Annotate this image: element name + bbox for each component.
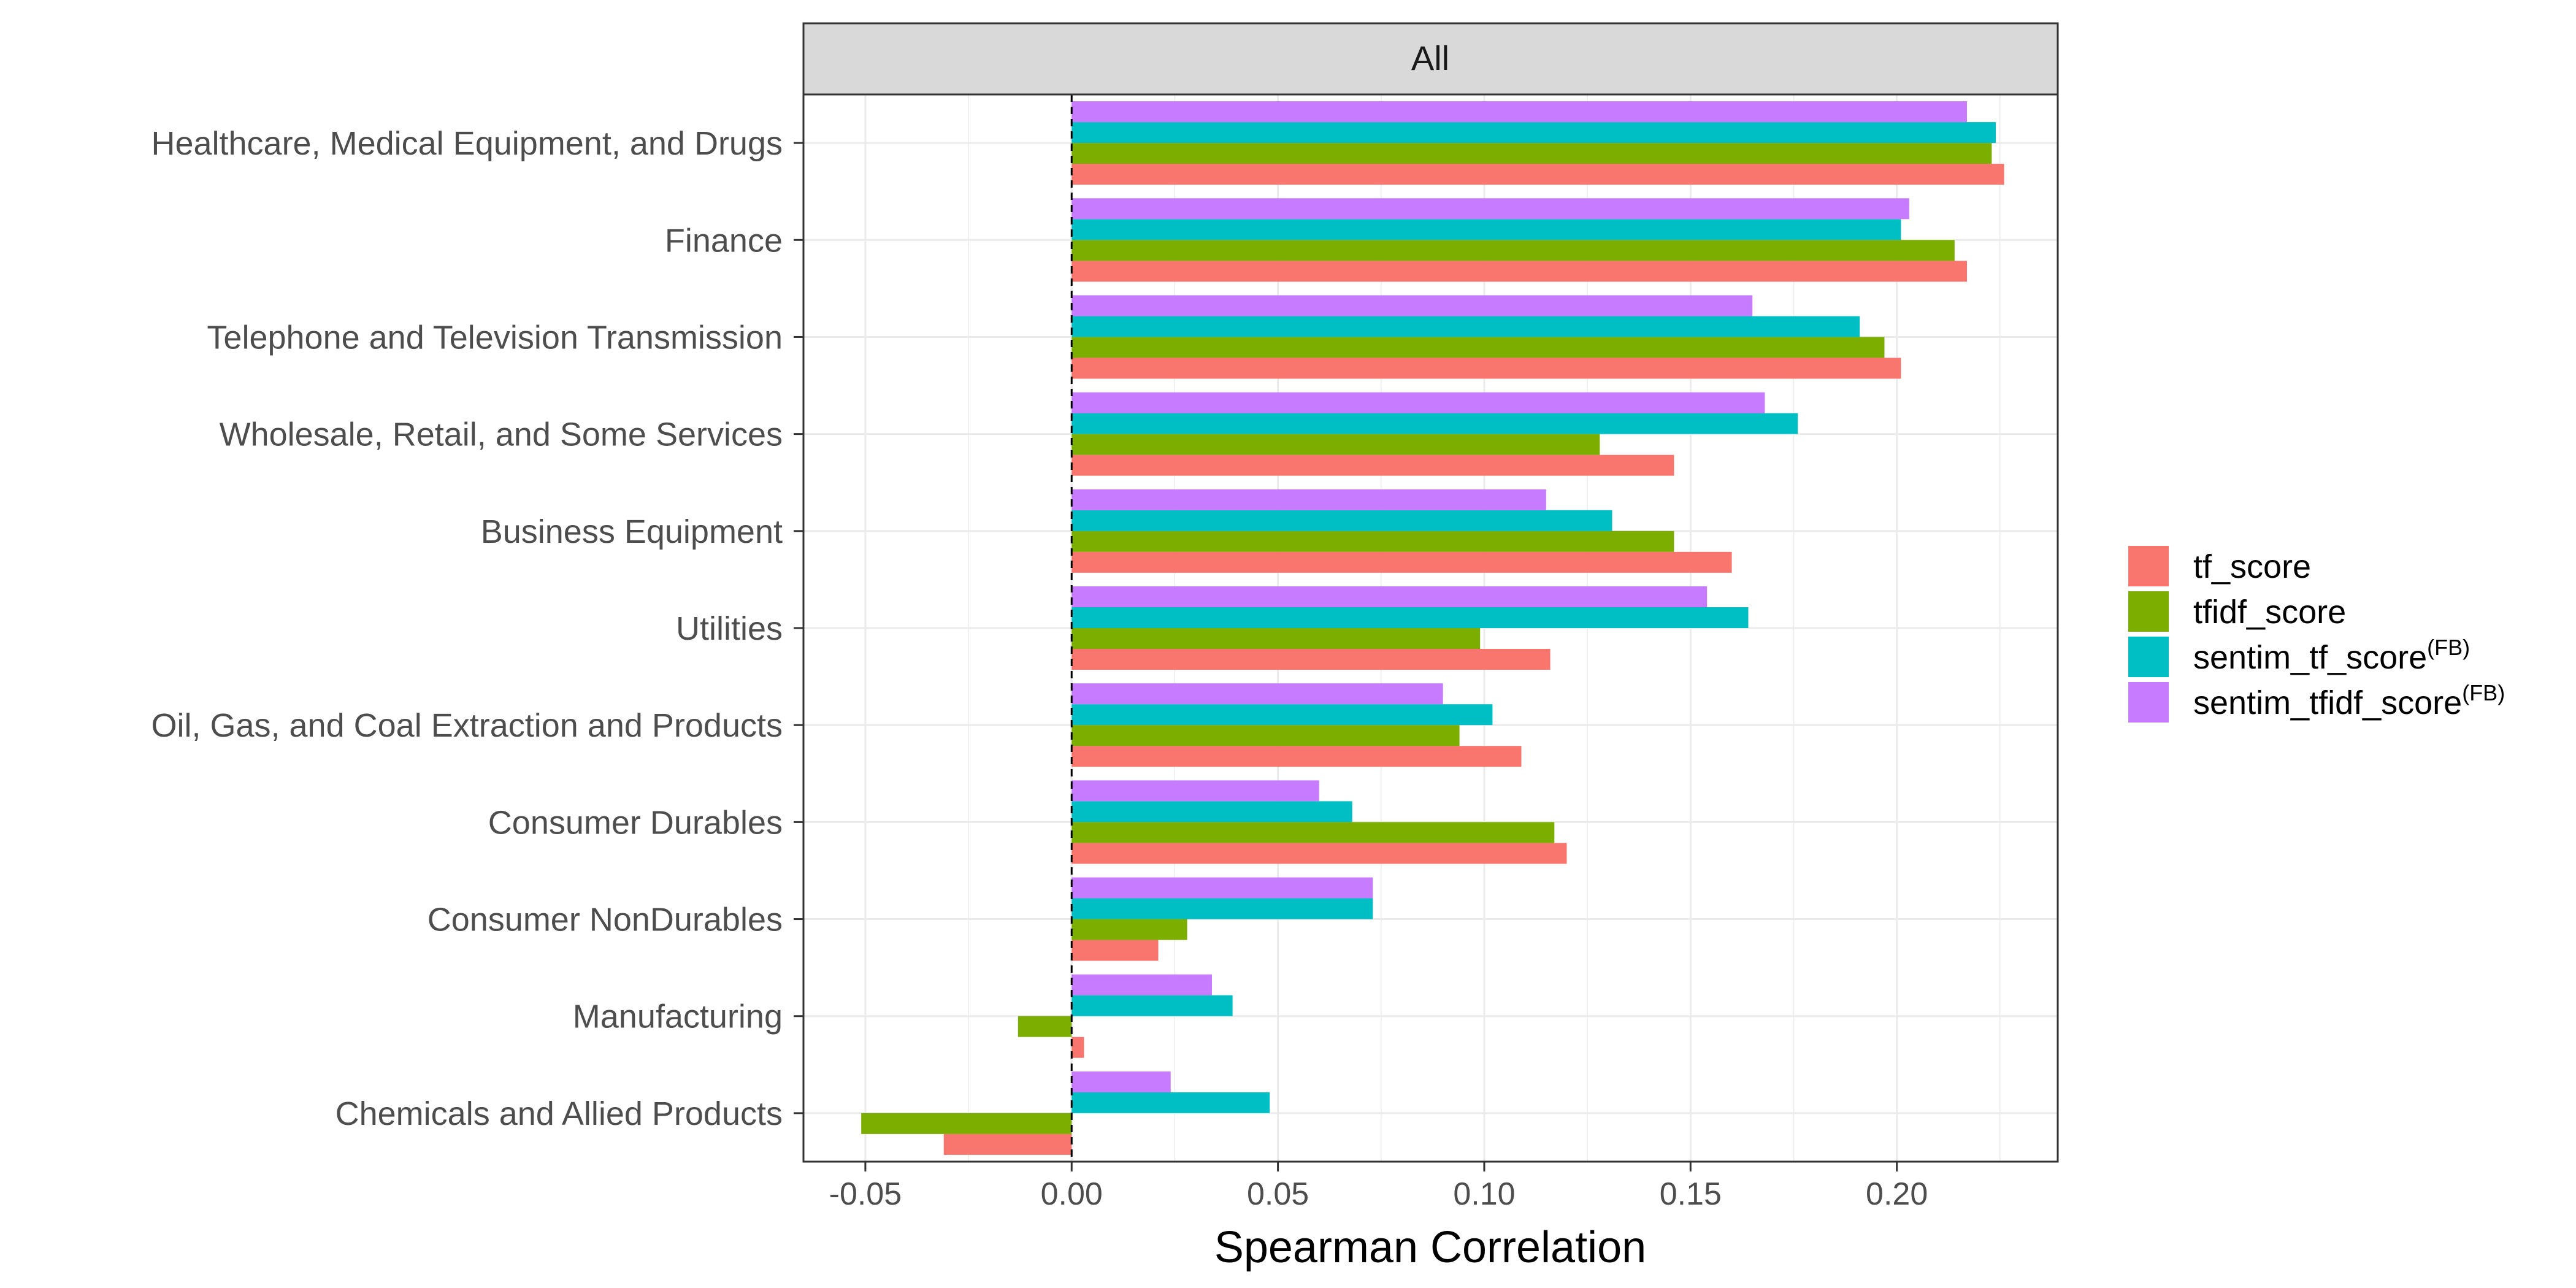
bar-sentim-tf-score	[1071, 122, 1996, 144]
bar-tfidf-score	[1071, 337, 1885, 358]
bar-tfidf-score	[1071, 531, 1674, 552]
x-tick-label: 0.20	[1866, 1176, 1928, 1212]
x-tick-label: 0.05	[1247, 1176, 1309, 1212]
bar-sentim-tf-score	[1071, 607, 1749, 628]
bar-tf-score	[1071, 940, 1159, 961]
bar-tfidf-score	[1071, 725, 1460, 746]
bar-tfidf-score	[1071, 240, 1955, 261]
y-tick-label: Utilities	[676, 610, 783, 647]
x-axis-title: Spearman Correlation	[1214, 1223, 1646, 1272]
bar-sentim-tf-score	[1071, 801, 1352, 822]
bar-sentim-tf-score	[1071, 413, 1798, 434]
bar-tfidf-score	[1071, 822, 1555, 843]
legend-key	[2128, 682, 2169, 723]
y-tick-label: Telephone and Television Transmission	[207, 319, 783, 356]
bar-sentim-tf-score	[1071, 510, 1612, 531]
bar-tfidf-score	[1071, 919, 1187, 940]
bar-tfidf-score	[1071, 628, 1481, 649]
bar-tfidf-score	[1018, 1016, 1072, 1037]
bar-sentim-tf-score	[1071, 995, 1233, 1016]
legend-key	[2128, 591, 2169, 632]
bar-tf-score	[943, 1133, 1072, 1155]
legend-label: tf_score	[2193, 548, 2311, 585]
x-tick-label: 0.10	[1453, 1176, 1515, 1212]
x-axis: -0.05 0.00 0.05 0.10 0.15 0.20	[829, 1162, 1928, 1212]
legend-label: tfidf_score	[2193, 594, 2346, 631]
y-tick-label: Wholesale, Retail, and Some Services	[220, 416, 783, 453]
bar-tf-score	[1071, 843, 1567, 864]
y-tick-label: Oil, Gas, and Coal Extraction and Produc…	[151, 707, 783, 744]
bar-sentim-tfidf-score	[1071, 1071, 1171, 1092]
legend-label-superscript: (FB)	[2462, 680, 2505, 705]
bar-sentim-tfidf-score	[1071, 295, 1753, 316]
y-tick-label: Consumer Durables	[488, 804, 783, 841]
legend-key	[2128, 546, 2169, 586]
y-tick-label: Chemicals and Allied Products	[335, 1095, 783, 1132]
bar-tf-score	[1071, 1037, 1084, 1058]
legend-label: sentim_tfidf_score(FB)	[2193, 680, 2505, 721]
y-tick-label: Manufacturing	[573, 999, 783, 1035]
legend-label-superscript: (FB)	[2427, 635, 2470, 660]
bar-tf-score	[1071, 454, 1674, 476]
bar-sentim-tfidf-score	[1071, 683, 1443, 705]
bar-sentim-tf-score	[1071, 898, 1373, 919]
x-tick-label: 0.15	[1660, 1176, 1722, 1212]
x-tick-label: -0.05	[829, 1176, 902, 1212]
bar-tfidf-score	[861, 1113, 1072, 1134]
bar-tf-score	[1071, 649, 1551, 670]
bar-sentim-tfidf-score	[1071, 392, 1765, 413]
bar-tf-score	[1071, 358, 1901, 379]
bar-tfidf-score	[1071, 143, 1992, 164]
legend-key	[2128, 637, 2169, 677]
legend: tf_score tfidf_score sentim_tf_score(FB)se…	[2128, 546, 2505, 723]
bar-sentim-tfidf-score	[1071, 877, 1373, 899]
x-tick-label: 0.00	[1041, 1176, 1103, 1212]
y-tick-label: Finance	[665, 222, 783, 259]
bar-sentim-tf-score	[1071, 1092, 1270, 1113]
y-tick-label: Healthcare, Medical Equipment, and Drugs	[151, 125, 783, 162]
bar-tf-score	[1071, 746, 1522, 767]
bar-sentim-tf-score	[1071, 219, 1901, 240]
bar-sentim-tfidf-score	[1071, 198, 1909, 220]
legend-label: sentim_tf_score(FB)	[2193, 635, 2470, 676]
facet-strip	[802, 22, 2059, 96]
y-tick-label: Consumer NonDurables	[427, 902, 783, 938]
bar-tf-score	[1071, 164, 2004, 185]
bar-tf-score	[1071, 551, 1732, 573]
bar-sentim-tfidf-score	[1071, 974, 1212, 995]
bar-tf-score	[1071, 261, 1968, 282]
facet-strip-label: All	[1411, 39, 1449, 77]
bar-sentim-tfidf-score	[1071, 101, 1968, 123]
bar-sentim-tfidf-score	[1071, 780, 1319, 802]
bar-sentim-tfidf-score	[1071, 489, 1546, 510]
y-tick-label: Business Equipment	[481, 513, 783, 550]
bar-sentim-tfidf-score	[1071, 586, 1708, 607]
bar-tfidf-score	[1071, 434, 1600, 455]
bar-sentim-tf-score	[1071, 704, 1493, 726]
bars	[861, 101, 2004, 1155]
bar-sentim-tf-score	[1071, 316, 1860, 337]
y-axis: Healthcare, Medical Equipment, and Drugs…	[151, 125, 803, 1132]
